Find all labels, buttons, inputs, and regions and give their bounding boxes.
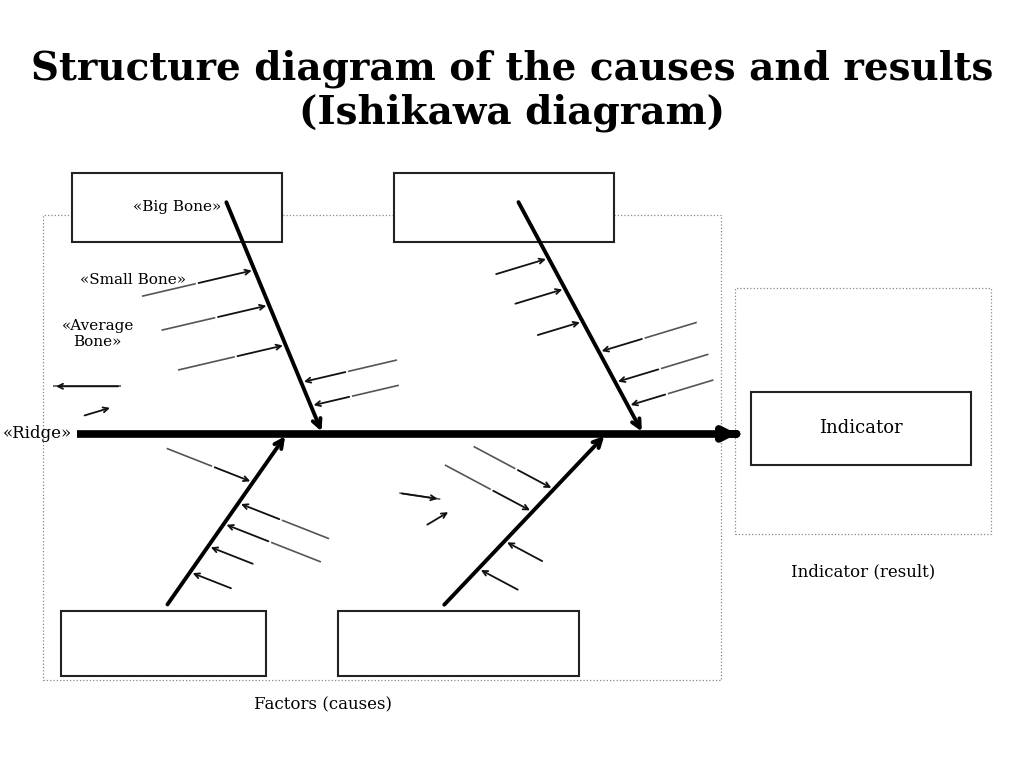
Bar xyxy=(61,611,266,676)
Bar xyxy=(338,611,579,676)
Text: Indicator (result): Indicator (result) xyxy=(792,563,935,580)
Bar xyxy=(394,173,614,242)
Bar xyxy=(43,215,721,680)
Bar xyxy=(72,173,282,242)
Text: (Ishikawa diagram): (Ishikawa diagram) xyxy=(299,94,725,132)
Text: «Big Bone»: «Big Bone» xyxy=(132,200,221,214)
Text: «Average
Bone»: «Average Bone» xyxy=(61,319,134,349)
Text: Structure diagram of the causes and results: Structure diagram of the causes and resu… xyxy=(31,50,993,88)
Text: «Ridge»: «Ridge» xyxy=(2,425,72,442)
Text: «Small Bone»: «Small Bone» xyxy=(80,273,186,286)
Bar xyxy=(751,392,971,465)
Text: Factors (causes): Factors (causes) xyxy=(254,697,391,713)
Text: Indicator: Indicator xyxy=(819,419,902,437)
Bar xyxy=(735,288,991,534)
